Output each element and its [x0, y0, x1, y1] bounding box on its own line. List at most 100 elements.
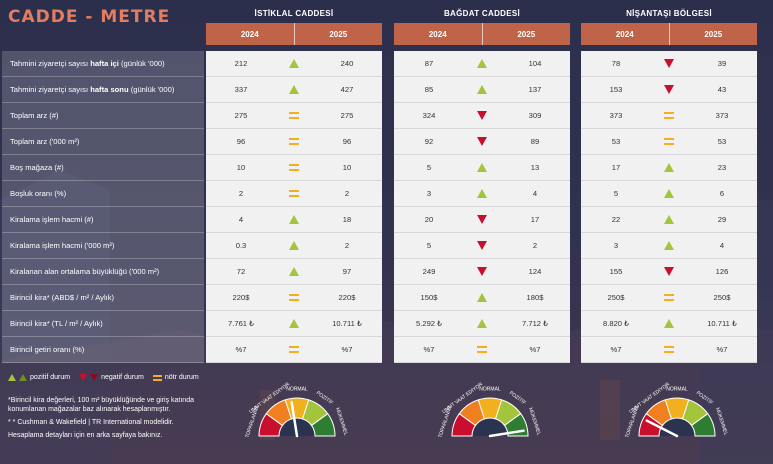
section-title-bagdat: BAĞDAT CADDESİ: [443, 9, 521, 18]
value-2025: 23: [717, 163, 727, 172]
gauge-segment: [310, 412, 336, 437]
row-label: Kiralama işlem hacmi ('000 m²): [2, 233, 204, 259]
legend-positive-label: pozitif durum: [30, 374, 71, 381]
table-row: 5.292 ₺ 7.712 ₺: [394, 311, 570, 337]
table-row: 5 13: [394, 155, 570, 181]
year-2025-label: 2025: [517, 29, 536, 39]
trend-neutral-icon: [651, 346, 687, 353]
value-2025: %7: [341, 345, 353, 354]
row-labels: Tahmini ziyaretçi sayısı hafta içi (günl…: [2, 51, 204, 363]
value-2024: 87: [424, 59, 434, 68]
row-label-text: Birincil kira* (TL / m² / Aylık): [10, 319, 103, 328]
trend-neutral-icon: [276, 164, 312, 171]
value-2024: 53: [611, 137, 621, 146]
row-label: Toplam arz (#): [2, 103, 204, 129]
table-row: 155 126: [581, 259, 757, 285]
footnote-rent: *Birincil kira değerleri, 100 m² büyüklü…: [8, 397, 194, 413]
trend-neutral-icon: [464, 346, 500, 353]
value-2024: 5.292 ₺: [416, 319, 442, 328]
trend-up-icon: [464, 85, 500, 94]
value-2025: 2: [532, 241, 538, 250]
row-label: Birincil getiri oranı (%): [2, 337, 204, 363]
value-2025: 309: [528, 111, 542, 120]
table-row: 153 43: [581, 77, 757, 103]
value-2025: 4: [532, 189, 538, 198]
year-2024-label: 2024: [428, 29, 447, 39]
trend-up-icon: [276, 319, 312, 328]
value-2025: 96: [342, 137, 352, 146]
table-row: 72 97: [206, 259, 382, 285]
trend-neutral-icon: [651, 138, 687, 145]
value-2025: 373: [715, 111, 729, 120]
value-2024: 220$: [232, 293, 250, 302]
trend-down-icon: [464, 111, 500, 120]
trend-up-icon: [651, 189, 687, 198]
trend-down-icon: [651, 85, 687, 94]
gauge-segment: [690, 412, 716, 437]
trend-neutral-icon: [651, 112, 687, 119]
row-label: Birincil kira* (TL / m² / Aylık): [2, 311, 204, 337]
gauge-hub: [473, 419, 507, 436]
legend-negative: negatif durum: [79, 374, 144, 381]
trend-up-icon: [276, 267, 312, 276]
value-2024: %7: [423, 345, 435, 354]
value-2025: 10.711 ₺: [707, 319, 737, 328]
year-2024-label: 2024: [615, 29, 634, 39]
table-row: 10 10: [206, 155, 382, 181]
value-2025: %7: [716, 345, 728, 354]
row-label: Boşluk oranı (%): [2, 181, 204, 207]
value-2024: %7: [610, 345, 622, 354]
row-label: Kiralama işlem hacmi (#): [2, 207, 204, 233]
value-2025: 29: [717, 215, 727, 224]
table-row: 250$ 250$: [581, 285, 757, 311]
value-2025: 220$: [338, 293, 356, 302]
value-2024: 10: [236, 163, 246, 172]
trend-up-icon: [651, 215, 687, 224]
panel-istiklal: 212 240 337 427 275 275 96 96 10 10 2 2 4 18 0.3 2 72 97 2…: [206, 51, 382, 363]
value-2024: 3: [426, 189, 432, 198]
table-row: 8.820 ₺ 10.711 ₺: [581, 311, 757, 337]
table-row: 275 275: [206, 103, 382, 129]
value-2024: 72: [236, 267, 246, 276]
value-2025: %7: [529, 345, 541, 354]
value-2024: 5: [613, 189, 619, 198]
row-label: Toplam arz ('000 m²): [2, 129, 204, 155]
row-label-text: Boşluk oranı (%): [10, 189, 67, 198]
table-row: 150$ 180$: [394, 285, 570, 311]
value-2024: 78: [611, 59, 621, 68]
trend-up-icon: [464, 59, 500, 68]
legend-negative-label: negatif durum: [101, 374, 144, 381]
table-row: 373 373: [581, 103, 757, 129]
trend-up-icon: [651, 241, 687, 250]
value-2025: 124: [528, 267, 542, 276]
gauge-needle: [645, 419, 679, 438]
value-2025: 4: [719, 241, 725, 250]
value-2025: 53: [717, 137, 727, 146]
value-2024: 373: [609, 111, 623, 120]
value-2025: 137: [528, 85, 542, 94]
trend-neutral-icon: [276, 112, 312, 119]
year-header-istiklal: 2024 2025: [206, 23, 382, 45]
table-row: 337 427: [206, 77, 382, 103]
row-label-text: Toplam arz ('000 m²): [10, 137, 80, 146]
row-label: Kiralanan alan ortalama büyüklüğü ('000 …: [2, 259, 204, 285]
footnotes: *Birincil kira değerleri, 100 m² büyüklü…: [8, 396, 223, 444]
trend-up-icon: [464, 163, 500, 172]
legend-neutral-label: nötr durum: [164, 374, 199, 381]
row-label: Tahmini ziyaretçi sayısı hafta sonu (gün…: [2, 77, 204, 103]
triangle-up-icon: [19, 374, 27, 381]
table-row: 324 309: [394, 103, 570, 129]
row-label-text: Kiralama işlem hacmi (#): [10, 215, 94, 224]
table-row: 7.761 ₺ 10.711 ₺: [206, 311, 382, 337]
value-2025: 18: [342, 215, 352, 224]
table-row: 4 18: [206, 207, 382, 233]
triangle-up-icon: [8, 374, 16, 381]
value-2024: 324: [422, 111, 436, 120]
year-2024-label: 2024: [240, 29, 259, 39]
row-label-text: Kiralama işlem hacmi ('000 m²): [10, 241, 115, 250]
row-label-text: Kiralanan alan ortalama büyüklüğü ('000 …: [10, 267, 160, 276]
gauge-label: MÜKEMMEL: [334, 407, 350, 437]
